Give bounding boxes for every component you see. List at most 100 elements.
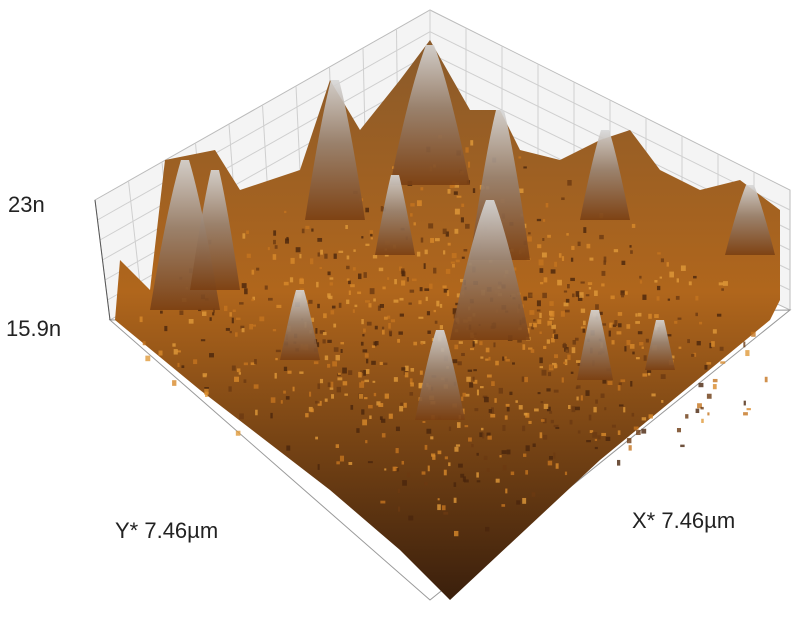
speckle bbox=[502, 356, 505, 361]
speckle bbox=[543, 277, 548, 283]
speckle bbox=[427, 330, 431, 334]
speckle bbox=[285, 396, 290, 400]
speckle bbox=[599, 311, 603, 315]
speckle bbox=[539, 432, 543, 439]
speckle bbox=[397, 338, 401, 343]
peak bbox=[577, 310, 613, 380]
speckle bbox=[570, 257, 574, 262]
speckle bbox=[448, 426, 452, 431]
speckle bbox=[528, 347, 533, 350]
speckle bbox=[461, 256, 465, 259]
speckle bbox=[473, 339, 478, 344]
speckle bbox=[498, 387, 503, 394]
speckle bbox=[455, 302, 460, 306]
speckle bbox=[299, 371, 304, 374]
speckle bbox=[172, 343, 176, 347]
speckle bbox=[635, 313, 638, 317]
speckle bbox=[381, 326, 385, 331]
speckle bbox=[442, 285, 447, 289]
speckle bbox=[712, 329, 717, 334]
speckle bbox=[333, 347, 339, 352]
speckle bbox=[179, 310, 184, 315]
speckle bbox=[472, 341, 475, 347]
speckle bbox=[316, 281, 319, 288]
speckle bbox=[574, 337, 579, 341]
speckle bbox=[472, 379, 478, 384]
speckle bbox=[648, 313, 652, 319]
speckle bbox=[706, 362, 712, 365]
speckle bbox=[539, 312, 542, 319]
speckle bbox=[371, 360, 376, 365]
speckle bbox=[335, 444, 340, 448]
speckle bbox=[286, 445, 291, 451]
speckle bbox=[431, 453, 436, 457]
speckle bbox=[618, 382, 622, 386]
speckle bbox=[608, 330, 611, 337]
speckle bbox=[456, 293, 461, 298]
speckle bbox=[567, 180, 572, 186]
speckle bbox=[418, 300, 422, 305]
speckle bbox=[480, 356, 484, 359]
speckle bbox=[648, 414, 653, 419]
speckle bbox=[618, 323, 622, 328]
speckle bbox=[604, 407, 607, 411]
peak bbox=[305, 80, 365, 220]
speckle bbox=[292, 386, 295, 392]
speckle bbox=[239, 413, 244, 420]
speckle bbox=[410, 382, 414, 387]
speckle bbox=[204, 388, 209, 395]
speckle bbox=[745, 350, 750, 357]
speckle bbox=[395, 448, 399, 454]
speckle bbox=[365, 243, 370, 246]
speckle bbox=[392, 166, 396, 169]
speckle bbox=[611, 340, 615, 345]
speckle bbox=[666, 262, 669, 267]
speckle bbox=[456, 422, 461, 428]
z-axis-line bbox=[94, 199, 111, 321]
speckle bbox=[231, 317, 234, 324]
speckle bbox=[548, 364, 554, 371]
speckle bbox=[646, 370, 652, 373]
speckle bbox=[461, 203, 465, 208]
speckle bbox=[473, 369, 477, 372]
speckle bbox=[426, 428, 432, 434]
speckle bbox=[311, 228, 314, 232]
speckle bbox=[388, 413, 393, 419]
speckle bbox=[601, 432, 607, 437]
speckle bbox=[399, 405, 404, 412]
speckle bbox=[633, 426, 639, 430]
speckle bbox=[458, 463, 463, 468]
y-axis-label: Y* 7.46µm bbox=[115, 518, 218, 543]
speckle bbox=[315, 436, 318, 440]
speckle bbox=[241, 283, 247, 289]
speckle bbox=[594, 290, 598, 296]
speckle bbox=[626, 324, 631, 329]
speckle bbox=[502, 425, 506, 431]
speckle bbox=[485, 358, 489, 361]
surface-peaks bbox=[150, 45, 775, 420]
peak bbox=[280, 290, 320, 360]
speckle bbox=[462, 392, 466, 397]
speckle bbox=[357, 273, 362, 280]
speckle bbox=[373, 392, 377, 397]
speckle bbox=[597, 435, 601, 440]
speckle bbox=[571, 245, 575, 250]
speckle bbox=[381, 433, 386, 438]
speckle bbox=[470, 140, 474, 146]
speckle bbox=[614, 320, 618, 327]
speckle bbox=[561, 377, 564, 383]
speckle bbox=[476, 480, 481, 483]
speckle bbox=[676, 428, 682, 433]
speckle bbox=[373, 341, 377, 347]
speckle bbox=[639, 342, 644, 346]
speckle bbox=[635, 357, 640, 360]
speckle bbox=[380, 500, 386, 504]
speckle bbox=[342, 367, 347, 374]
speckle bbox=[522, 344, 526, 350]
speckle bbox=[384, 393, 389, 399]
speckle bbox=[572, 293, 575, 298]
speckle bbox=[472, 188, 476, 193]
speckle bbox=[142, 341, 146, 346]
speckle bbox=[463, 479, 469, 483]
speckle bbox=[401, 270, 405, 277]
